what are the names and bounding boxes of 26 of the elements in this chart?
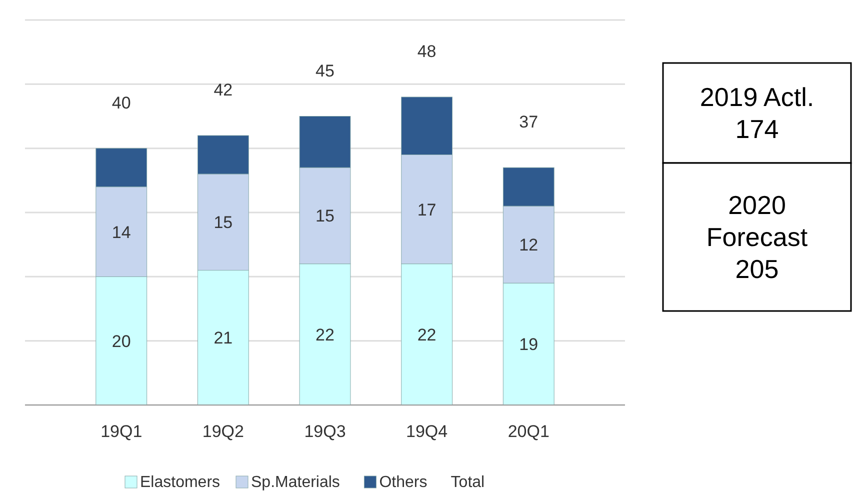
legend-label: Others (379, 474, 428, 491)
x-tick-label: 19Q4 (406, 422, 448, 441)
data-label: 12 (519, 236, 538, 255)
data-label: 21 (214, 328, 233, 348)
total-label: 48 (417, 42, 436, 61)
data-label: 20 (112, 332, 131, 351)
x-tick-label: 19Q2 (202, 422, 244, 441)
text: 2020 Forecast 205 (706, 190, 808, 284)
data-label: 19 (519, 335, 538, 354)
data-label: 17 (417, 200, 436, 220)
total-label: 42 (214, 80, 233, 100)
total-label: 37 (519, 112, 538, 132)
text: Total (450, 474, 485, 491)
legend-label: Elastomers (140, 474, 220, 491)
total-label: 45 (316, 61, 334, 80)
data-label: 22 (316, 325, 334, 344)
legend-label: Sp.Materials (251, 474, 340, 491)
data-label: 15 (214, 213, 233, 232)
x-tick-label: 19Q1 (100, 422, 142, 441)
text: 2019 Actl. 174 (700, 82, 814, 144)
x-tick-label: 20Q1 (508, 422, 550, 441)
data-label: 14 (112, 222, 131, 242)
data-label: 15 (316, 206, 334, 226)
x-tick-label: 19Q3 (304, 422, 346, 441)
total-label: 40 (112, 93, 131, 112)
data-label: 22 (417, 325, 436, 344)
